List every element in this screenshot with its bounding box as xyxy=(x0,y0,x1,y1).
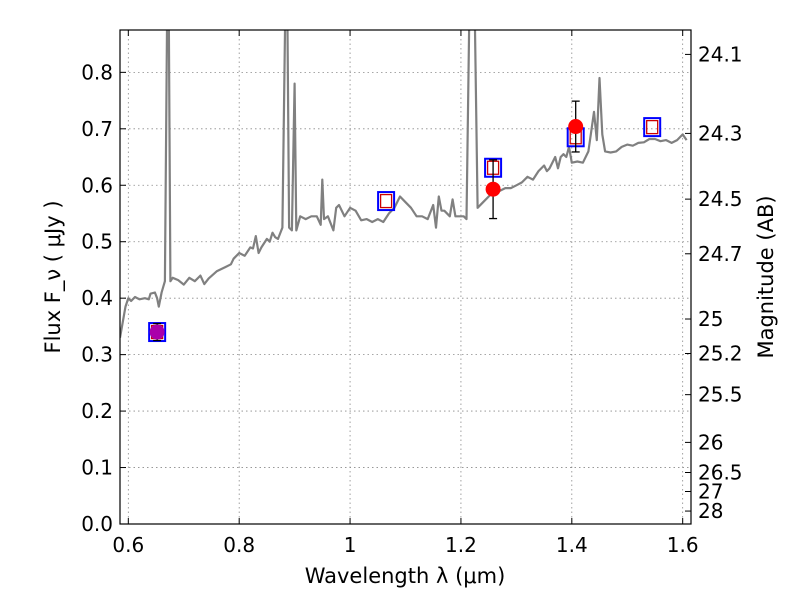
model-square-outer xyxy=(643,117,662,138)
model-square-inner xyxy=(646,119,659,135)
y2-tick-label: 24.7 xyxy=(698,242,743,266)
y2-tick-label: 27 xyxy=(698,480,723,504)
y2-tick-label: 26.5 xyxy=(698,461,743,485)
y-tick-label: 0.7 xyxy=(81,117,113,141)
y-tick-label: 0.1 xyxy=(81,456,113,480)
y-tick-label: 0.5 xyxy=(81,230,113,254)
y2-tick-label: 25 xyxy=(698,307,723,331)
model-points xyxy=(148,117,662,343)
tick-labels: 0.6 0.8 1 1.2 1.4 1.6 0.0 0.1 0.2 0.3 0.4 0.5 0.6 0.7… xyxy=(81,42,742,557)
y-tick-label: 0.4 xyxy=(81,286,113,310)
plot-frame xyxy=(119,29,692,525)
y2-tick-label: 26 xyxy=(698,430,723,454)
x-axis-label: Wavelength λ (μm) xyxy=(305,564,506,588)
x-tick-label: 0.8 xyxy=(223,533,255,557)
model-square-inner xyxy=(379,193,393,209)
x-tick-label: 1.2 xyxy=(445,533,477,557)
observed-point xyxy=(568,119,584,135)
observed-points xyxy=(149,100,584,342)
x-tick-label: 1 xyxy=(344,533,357,557)
y2-tick-label: 25.2 xyxy=(698,342,743,366)
spectrum-line xyxy=(120,30,688,338)
y2-tick-label: 25.5 xyxy=(698,383,743,407)
y2-tick-label: 28 xyxy=(698,499,723,523)
x-tick-label: 1.4 xyxy=(556,533,588,557)
observed-point xyxy=(149,324,165,340)
y-tick-label: 0.0 xyxy=(81,512,113,536)
y2-axis-label: Magnitude (AB) xyxy=(754,195,778,358)
y2-tick-label: 24.1 xyxy=(698,42,743,66)
y-tick-label: 0.3 xyxy=(81,343,113,367)
y-tick-label: 0.6 xyxy=(81,173,113,197)
y-tick-label: 0.2 xyxy=(81,399,113,423)
plot-content xyxy=(120,30,688,343)
model-square-outer xyxy=(377,191,396,212)
y-axis-label: Flux F_ν ( μJy ) xyxy=(41,200,66,353)
y2-tick-label: 24.5 xyxy=(698,187,743,211)
grid-lines xyxy=(120,30,691,525)
observed-point xyxy=(485,181,501,197)
y-tick-label: 0.8 xyxy=(81,60,113,84)
x-tick-label: 1.6 xyxy=(667,533,699,557)
y2-tick-label: 24.3 xyxy=(698,121,743,145)
x-tick-label: 0.6 xyxy=(112,533,144,557)
axis-ticks xyxy=(120,30,691,525)
